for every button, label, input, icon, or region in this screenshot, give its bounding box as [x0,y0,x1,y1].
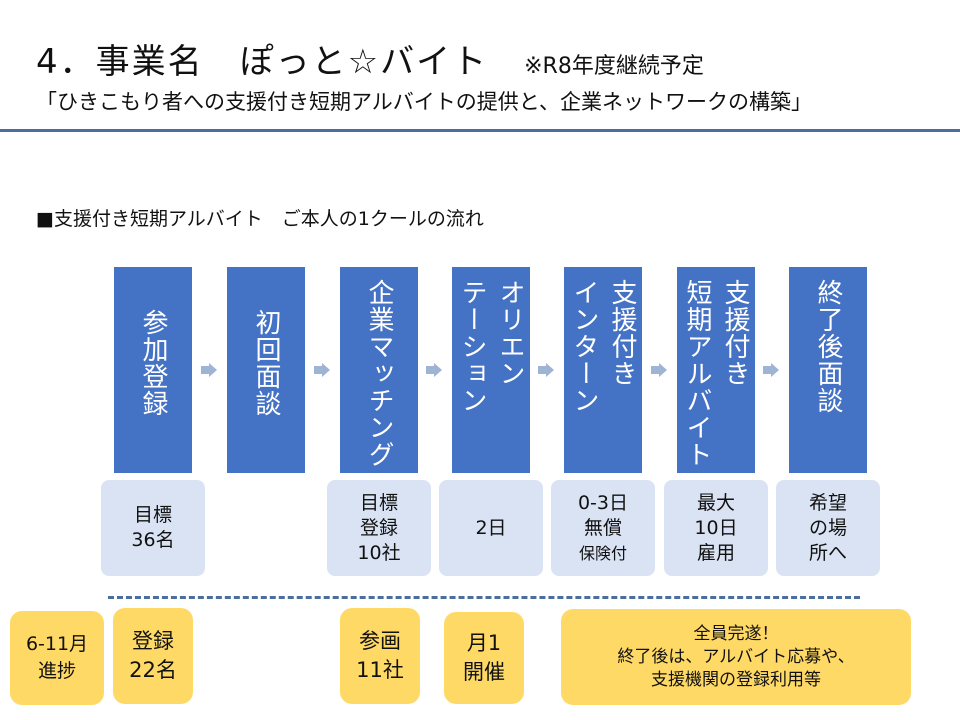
detail-line: 36名 [131,529,175,551]
step-label: 参加登録 [138,309,168,417]
step-label: 支援付き インターン [569,279,637,414]
progress-line: 6-11月 [25,633,89,655]
progress-line: 22名 [129,658,177,682]
detail-line: 0-3日 [577,491,629,514]
step-orientation: オリエン テーション [452,267,530,473]
detail-orientation-days: 2日 [439,480,543,576]
progress-meetings: 月1 開催 [444,612,524,704]
title-text: 4．事業名 ぽっと☆バイト [36,42,489,82]
flow-arrow-icon [201,363,217,377]
progress-registrations: 登録 22名 [113,608,193,704]
progress-outcome: 全員完遂！ 終了後は、アルバイト応募や、 支援機関の登録利用等 [561,609,911,705]
detail-internship-terms: 0-3日 無償 保険付 [551,480,655,576]
detail-followup-place: 希望 の場 所へ [776,480,880,576]
progress-companies: 参画 11社 [340,608,420,704]
step-label: 支援付き 短期アルバイト [682,279,750,468]
progress-line: 開催 [463,660,505,684]
step-label: オリエン テーション [457,279,525,414]
step-supported-internship: 支援付き インターン [564,267,642,473]
detail-line: 登録 [359,516,398,539]
detail-line: 無償 [583,516,622,539]
detail-line: 雇用 [696,541,735,564]
step-first-interview: 初回面談 [227,267,305,473]
detail-job-terms: 最大 10日 雇用 [664,480,768,576]
progress-line: 登録 [132,629,174,653]
progress-line: 全員完遂！ [693,623,779,644]
page-subtitle: 「ひきこもり者への支援付き短期アルバイトの提供と、企業ネットワークの構築」 [36,90,812,114]
flow-arrow-icon [538,363,554,377]
flow-arrow-icon [763,363,779,377]
step-registration: 参加登録 [114,267,192,473]
detail-line: 保険付 [578,543,627,563]
section-heading: ■支援付き短期アルバイト ご本人の1クールの流れ [36,208,484,230]
detail-line: 10日 [694,516,738,539]
page-title: 4．事業名 ぽっと☆バイト ※R8年度継続予定 [36,34,704,83]
detail-line: 希望 [808,491,847,514]
step-label: 初回面談 [251,309,281,417]
detail-registration-target: 目標 36名 [101,480,205,576]
progress-line: 終了後は、アルバイト応募や、 [617,646,855,667]
header-divider [0,129,960,132]
progress-line: 進捗 [37,660,76,682]
progress-line: 参画 [359,629,401,653]
detail-line: 目標 [133,504,172,526]
flow-arrow-icon [651,363,667,377]
flow-arrow-icon [314,363,330,377]
detail-line: 10社 [357,541,401,564]
detail-company-target: 目標 登録 10社 [327,480,431,576]
progress-period-label: 6-11月 進捗 [10,611,104,705]
detail-line: 所へ [808,541,847,564]
step-supported-part-time-job: 支援付き 短期アルバイト [677,267,755,473]
detail-line: の場 [808,516,847,539]
detail-line: 目標 [359,491,398,514]
step-company-matching: 企業マッチング [340,267,418,473]
step-label: 終了後面談 [813,279,843,414]
flow-arrow-icon [426,363,442,377]
progress-line: 支援機関の登録利用等 [651,669,821,690]
progress-line: 月1 [466,631,502,655]
dashed-divider [108,596,860,599]
detail-line: 2日 [475,516,507,539]
title-note: ※R8年度継続予定 [524,54,704,79]
progress-line: 11社 [356,658,404,682]
detail-line: 最大 [696,491,735,514]
step-label: 企業マッチング [364,279,394,468]
step-followup-interview: 終了後面談 [789,267,867,473]
